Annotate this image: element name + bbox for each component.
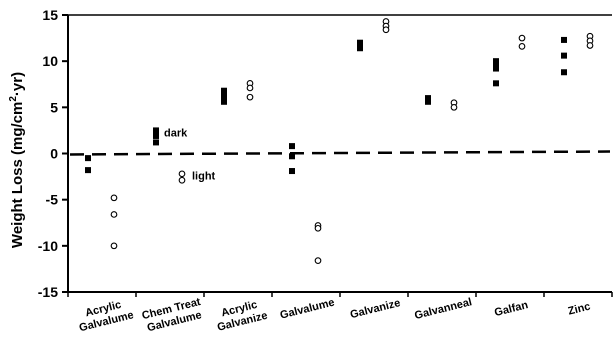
category-label-line1: Zinc — [567, 301, 592, 318]
dark-point — [85, 155, 91, 162]
dark-point — [221, 91, 227, 98]
light-point — [382, 26, 390, 34]
axes — [67, 14, 613, 297]
dark-point — [493, 58, 499, 65]
dark-point — [493, 80, 499, 87]
light-point — [110, 211, 118, 218]
category-label-line1: Galvalume — [279, 297, 336, 322]
dark-point — [561, 36, 567, 43]
dark-point — [289, 143, 295, 150]
dark-point — [561, 52, 567, 59]
category-label: Galvanneal — [413, 296, 473, 322]
category-label-line1: Galvanneal — [413, 296, 473, 322]
y-tick-label: 15 — [42, 7, 58, 23]
dark-point — [357, 39, 363, 46]
dark-point — [425, 98, 431, 105]
dark-point — [289, 168, 295, 175]
dark-point — [153, 127, 159, 134]
category-label-line1: Galfan — [493, 299, 529, 319]
zero-line — [69, 150, 611, 156]
zero-reference-line — [69, 150, 611, 156]
light-point — [110, 194, 118, 202]
dark-point — [85, 167, 91, 174]
dark-point — [221, 98, 227, 105]
y-tick-labels: 15 10 5 0 -5 -10 -15 — [38, 7, 68, 300]
dark-point — [357, 45, 363, 52]
light-point — [314, 224, 322, 232]
dark-point — [221, 95, 227, 102]
annotations: dark light — [164, 127, 216, 182]
dark-point — [425, 95, 431, 102]
y-tick-label: 0 — [50, 146, 58, 162]
y-tick-label: -10 — [38, 238, 58, 254]
dark-point — [221, 87, 227, 94]
light-point — [518, 34, 526, 42]
y-axis-title: Weight Loss (mg/cm2·yr) — [8, 72, 26, 248]
dark-point — [289, 153, 295, 160]
light-point — [518, 43, 526, 50]
light-point — [246, 93, 254, 101]
light-point — [178, 176, 186, 184]
category-label: Galvalume — [279, 297, 336, 322]
dark-point — [153, 132, 159, 139]
light-point — [586, 42, 594, 49]
y-tick-label: 10 — [42, 53, 58, 69]
y-tick-label: -15 — [38, 284, 58, 300]
light-point — [314, 257, 322, 264]
y-axis-title-superscript: 2 — [8, 96, 19, 102]
dark-point — [493, 61, 499, 68]
category-label: Zinc — [567, 301, 592, 318]
light-point — [178, 170, 186, 178]
light-point — [110, 242, 118, 250]
y-tick-label: -5 — [46, 192, 59, 208]
dark-point — [493, 65, 499, 72]
y-tick-label: 5 — [50, 99, 58, 115]
light-point — [246, 84, 254, 92]
light-point — [450, 103, 458, 111]
data-points — [85, 18, 594, 264]
annotation-light: light — [192, 171, 216, 183]
dark-point — [153, 139, 159, 146]
annotation-dark: dark — [164, 127, 188, 139]
category-label-line1: Galvanize — [349, 297, 402, 321]
dark-point — [561, 69, 567, 76]
category-label: Galvanize — [349, 297, 402, 321]
category-label: Galfan — [493, 299, 529, 319]
